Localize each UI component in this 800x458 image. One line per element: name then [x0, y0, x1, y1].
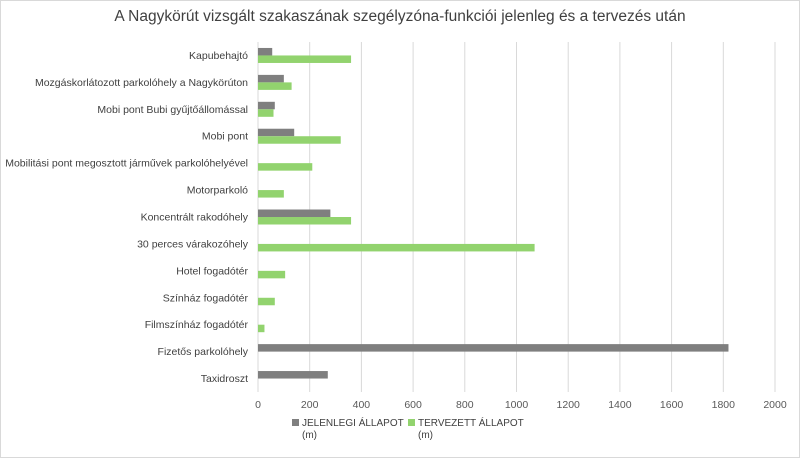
- bar-planned: [258, 55, 352, 63]
- category-labels: Kapubehajtó Mozgáskorlátozott parkolóhely…: [5, 50, 249, 385]
- category-label: Mozgáskorlátozott parkolóhely a Nagykörú…: [35, 77, 248, 89]
- legend-unit-planned: (m): [418, 430, 433, 441]
- legend-label-current: JELENLEGI ÁLLAPOT: [302, 416, 404, 429]
- bar-current: [258, 344, 729, 352]
- category-label: Motorparkoló: [187, 185, 248, 197]
- bar-current: [258, 74, 284, 83]
- category-label: Fizetős parkolóhely: [158, 346, 249, 358]
- legend-unit-current: (m): [302, 430, 317, 441]
- bar-planned: [258, 82, 292, 90]
- category-label: Mobilitási pont megosztott járművek park…: [5, 158, 248, 170]
- bar-current: [258, 47, 273, 56]
- category-label: Kapubehajtó: [189, 50, 248, 62]
- chart-title: A Nagykörút vizsgált szakaszának szegély…: [114, 8, 686, 25]
- category-label: 30 perces várakozóhely: [137, 238, 249, 250]
- legend: JELENLEGI ÁLLAPOT (m) TERVEZETT ÁLLAPOT …: [292, 416, 524, 441]
- bar-planned: [258, 190, 284, 198]
- x-tick-label: 800: [456, 399, 474, 411]
- bar-planned: [258, 324, 265, 333]
- bar-planned: [258, 163, 313, 171]
- bar-current: [258, 128, 295, 137]
- x-tick-label: 1600: [660, 399, 684, 411]
- x-tick-label: 2000: [763, 399, 787, 411]
- x-tick-label: 600: [404, 399, 422, 411]
- category-label: Hotel fogadótér: [176, 265, 248, 277]
- bar-planned: [258, 243, 535, 252]
- x-tick-label: 1400: [608, 399, 632, 411]
- bar-planned: [258, 136, 341, 144]
- category-label: Színház fogadótér: [163, 292, 249, 304]
- category-label: Filmszínház fogadótér: [145, 319, 249, 331]
- bar-current: [258, 371, 328, 379]
- bar-planned: [258, 109, 274, 117]
- x-tick-label: 200: [301, 399, 319, 411]
- legend-swatch-planned: [408, 419, 415, 426]
- x-tick-label: 1200: [557, 399, 581, 411]
- bars: [258, 47, 729, 379]
- x-tick-label: 0: [255, 399, 261, 411]
- category-label: Mobi pont: [202, 131, 248, 143]
- category-label: Taxidroszt: [201, 373, 248, 385]
- bar-planned: [258, 270, 286, 279]
- bar-planned: [258, 217, 352, 225]
- x-tick-label: 1800: [712, 399, 736, 411]
- x-tick-label: 400: [353, 399, 371, 411]
- legend-label-planned: TERVEZETT ÁLLAPOT: [418, 416, 524, 429]
- bar-current: [258, 101, 275, 110]
- x-tick-label: 1000: [505, 399, 529, 411]
- category-label: Koncentrált rakodóhely: [141, 212, 249, 224]
- category-label: Mobi pont Bubi gyűjtőállomással: [97, 104, 248, 116]
- bar-planned: [258, 297, 275, 306]
- bar-current: [258, 209, 331, 217]
- legend-swatch-current: [292, 419, 299, 426]
- x-axis-ticks: 0 200 400 600 800 1000 1200 1400 1600 1800 2000: [255, 399, 787, 411]
